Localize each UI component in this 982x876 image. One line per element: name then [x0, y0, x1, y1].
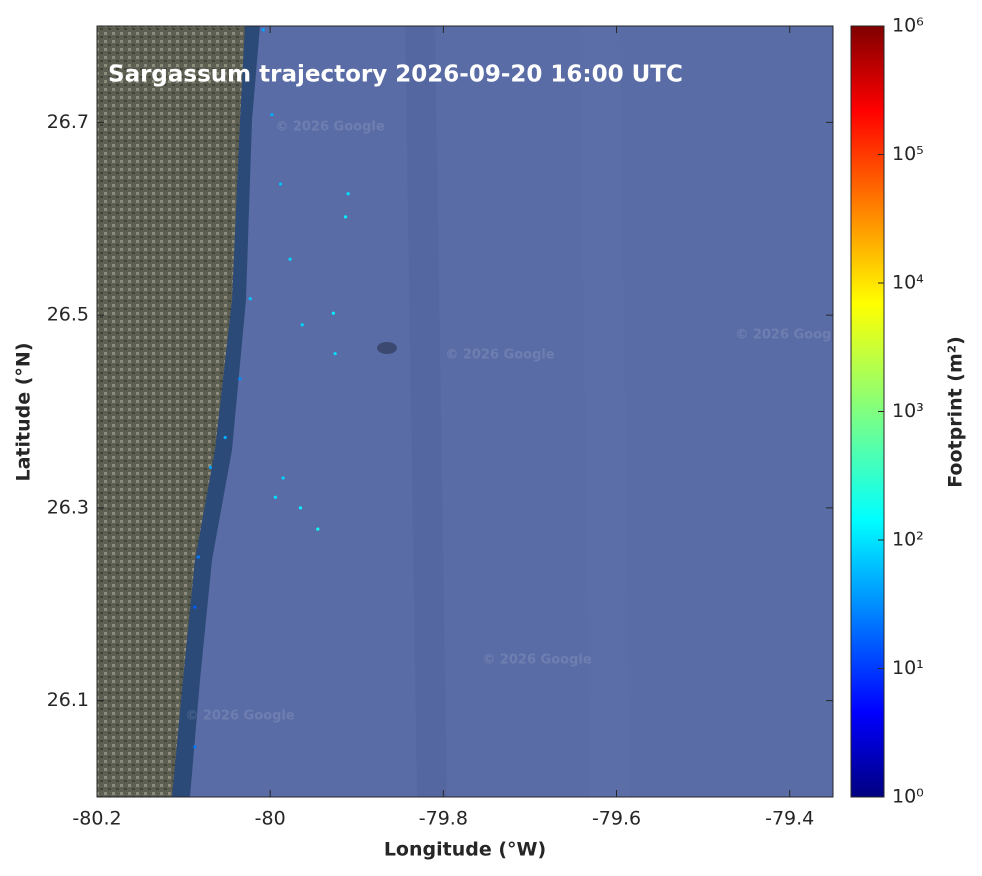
x-axis-label: Longitude (°W) — [384, 839, 546, 861]
x-tick-label: -80.2 — [72, 808, 121, 830]
sargassum-point — [343, 215, 348, 219]
colorbar-tick-label: 10⁴ — [892, 272, 924, 294]
x-tick-label: -80 — [255, 808, 286, 830]
x-tick-label: -79.8 — [419, 808, 468, 830]
colorbar-tick-label: 10⁵ — [892, 143, 924, 165]
sargassum-point — [346, 192, 350, 196]
sargassum-point — [196, 555, 200, 559]
attribution: © 2026 Google — [482, 653, 592, 668]
y-axis-label: Latitude (°N) — [13, 342, 35, 481]
sargassum-point — [288, 257, 292, 261]
sargassum-point — [316, 527, 320, 531]
sargassum-point — [193, 745, 197, 749]
sargassum-point — [331, 311, 335, 315]
sargassum-point — [208, 465, 213, 469]
sargassum-point — [223, 435, 227, 440]
sargassum-point — [238, 377, 242, 381]
y-tick-label: 26.3 — [47, 496, 89, 518]
sargassum-point — [278, 182, 283, 186]
sargassum-point — [248, 297, 252, 301]
x-tick-label: -79.6 — [592, 808, 641, 830]
chart-title: Sargassum trajectory 2026-09-20 16:00 UT… — [108, 62, 683, 88]
plot-frame — [96, 25, 834, 798]
attribution: © 2026 Google — [275, 120, 385, 135]
colorbar-tick-label: 10³ — [892, 400, 924, 422]
sargassum-point — [193, 605, 197, 609]
sargassum-point — [261, 28, 265, 32]
y-tick-label: 26.7 — [47, 111, 89, 133]
map-background — [97, 25, 833, 798]
colorbar-label: Footprint (m²) — [945, 336, 967, 488]
colorbar-tick-label: 10⁰ — [892, 786, 924, 808]
attribution: © 2026 Google — [185, 709, 295, 724]
sargassum-point — [281, 476, 285, 480]
x-tick-label: -79.4 — [765, 808, 814, 830]
colorbar-tick-label: 10² — [892, 529, 924, 551]
y-tick-label: 26.5 — [47, 304, 89, 326]
colorbar-tick-label: 10¹ — [892, 657, 924, 679]
attribution: © 2026 Google — [445, 348, 555, 363]
colorbar-tick-label: 10⁶ — [892, 15, 924, 37]
y-tick-label: 26.1 — [47, 689, 89, 711]
sargassum-point — [300, 323, 304, 327]
sargassum-point — [270, 113, 274, 117]
sargassum-point — [298, 506, 303, 510]
sargassum-point — [273, 495, 277, 499]
attribution: © 2026 Google — [735, 328, 845, 343]
sargassum-point — [333, 352, 337, 356]
